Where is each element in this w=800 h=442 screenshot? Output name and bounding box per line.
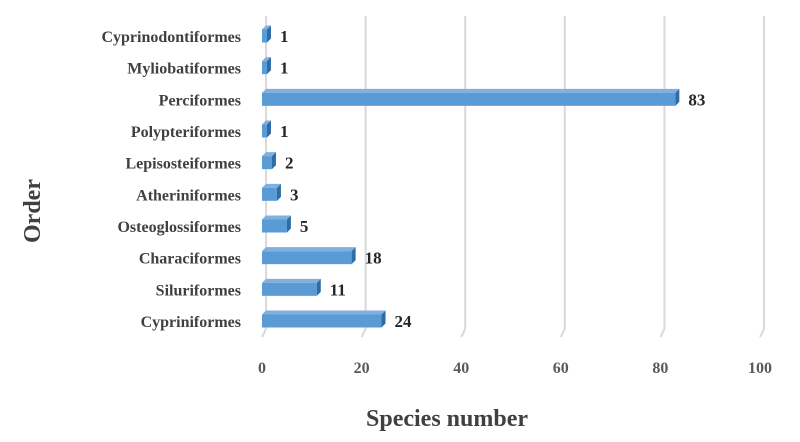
bar xyxy=(262,120,271,138)
bar-front-face xyxy=(262,61,267,75)
category-label: Siluriformes xyxy=(156,282,241,299)
category-label: Characiformes xyxy=(139,251,241,268)
value-label: 3 xyxy=(290,185,299,204)
bar xyxy=(262,310,386,328)
bar xyxy=(262,57,271,75)
category-labels: Cypriniformes Siluriformes Characiformes Os… xyxy=(101,29,241,331)
value-label: 1 xyxy=(280,27,289,46)
category-label: Polypteriformes xyxy=(131,124,241,141)
category-label: Cypriniformes xyxy=(141,314,241,331)
category-label: Osteoglossiformes xyxy=(117,219,241,236)
value-label: 5 xyxy=(300,217,309,236)
bar-front-face xyxy=(262,219,287,233)
x-axis-title: Species number xyxy=(366,406,528,432)
bar-end-face xyxy=(351,247,356,265)
gridline-foot xyxy=(460,328,467,338)
bar xyxy=(262,247,356,265)
bar-top-face xyxy=(262,25,271,30)
bar-end-face xyxy=(271,152,276,170)
bar-front-face xyxy=(262,282,317,296)
value-label: 1 xyxy=(280,122,289,141)
bar-front-face xyxy=(262,156,272,170)
gridline-foot xyxy=(759,328,765,338)
gridline-foot xyxy=(360,328,367,338)
x-tick-label: 0 xyxy=(258,360,266,377)
x-tick-label: 80 xyxy=(652,360,668,377)
bar xyxy=(262,88,680,106)
bar xyxy=(262,215,291,233)
bar xyxy=(262,25,271,43)
x-tick-label: 20 xyxy=(354,360,370,377)
category-label: Atheriniformes xyxy=(136,187,241,204)
value-label: 1 xyxy=(280,59,289,78)
bar-end-face xyxy=(675,88,680,106)
bar-front-face xyxy=(262,187,277,201)
bar-end-face xyxy=(266,57,271,75)
bar xyxy=(262,152,276,170)
value-label: 2 xyxy=(285,154,294,173)
gridline-foot xyxy=(559,328,566,338)
bar-end-face xyxy=(381,310,386,328)
bar-end-face xyxy=(316,278,321,296)
bar-top-face xyxy=(262,247,356,252)
bar-top-face xyxy=(262,215,291,220)
category-label: Cyprinodontiformes xyxy=(101,29,241,46)
bar-top-face xyxy=(262,57,271,62)
gridline-foot xyxy=(659,328,666,338)
value-label: 11 xyxy=(330,280,346,299)
x-tick-label: 40 xyxy=(453,360,469,377)
bar-top-face xyxy=(262,152,276,157)
value-label: 83 xyxy=(688,90,705,109)
bar-front-face xyxy=(262,124,267,138)
bar-end-face xyxy=(276,183,281,201)
bar-top-face xyxy=(262,120,271,125)
bar xyxy=(262,183,281,201)
bar-end-face xyxy=(286,215,291,233)
bar-top-face xyxy=(262,88,680,93)
value-label: 18 xyxy=(365,249,382,268)
bar-end-face xyxy=(266,120,271,138)
bar-front-face xyxy=(262,29,267,43)
y-axis-line-foot xyxy=(261,328,267,338)
category-label: Perciformes xyxy=(159,92,241,109)
bars xyxy=(262,25,680,328)
bar-front-face xyxy=(262,92,676,106)
bar-end-face xyxy=(266,25,271,43)
category-label: Myliobatiformes xyxy=(127,61,241,78)
x-tick-labels: 0 20 40 60 80 100 xyxy=(258,360,772,377)
bar-front-face xyxy=(262,251,352,265)
value-label: 24 xyxy=(395,312,413,331)
x-tick-label: 100 xyxy=(748,360,772,377)
bar xyxy=(262,278,321,296)
x-tick-label: 60 xyxy=(553,360,569,377)
category-label: Lepisosteiformes xyxy=(125,156,241,173)
bar-top-face xyxy=(262,183,281,188)
bar-top-face xyxy=(262,310,386,315)
y-axis-title: Order xyxy=(20,179,46,243)
bar-front-face xyxy=(262,314,382,328)
bar-top-face xyxy=(262,278,321,283)
